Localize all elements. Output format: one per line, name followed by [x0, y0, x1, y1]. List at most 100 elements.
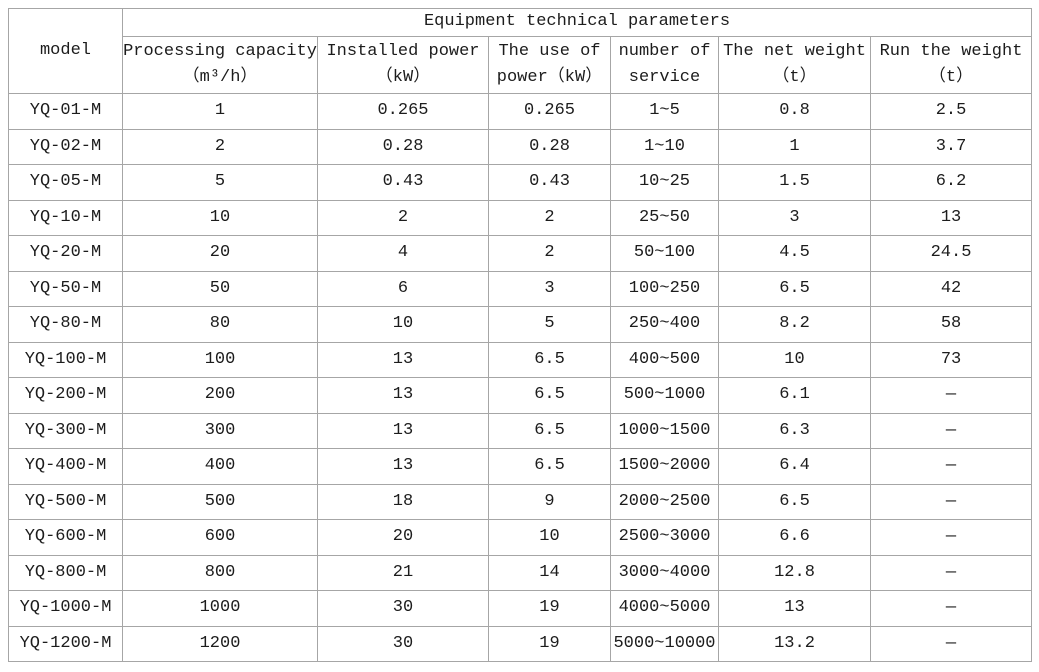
value-cell: 1~5 [610, 93, 719, 130]
value-cell: 0.43 [317, 164, 489, 201]
value-cell: 400~500 [610, 341, 719, 378]
value-cell: — [869, 625, 1033, 662]
value-cell: 58 [869, 306, 1033, 343]
table-body: YQ-01-M 1 0.265 0.265 1~5 0.8 2.5 YQ-02-M 2 0.28 0… [8, 93, 1033, 662]
value-cell: 6 [317, 270, 489, 307]
value-cell: 8.2 [718, 306, 871, 343]
table-row: YQ-20-M 20 4 2 50~100 4.5 24.5 [8, 235, 1033, 272]
value-cell: 50~100 [610, 235, 719, 272]
value-cell: 600 [122, 519, 318, 556]
value-cell: 1000 [122, 590, 318, 627]
model-cell: YQ-02-M [8, 128, 123, 165]
value-cell: 9 [488, 483, 611, 520]
value-cell: 1500~2000 [610, 448, 719, 485]
value-cell: 2.5 [869, 93, 1033, 130]
value-cell: 21 [317, 554, 489, 591]
table-row: YQ-50-M 50 6 3 100~250 6.5 42 [8, 270, 1033, 307]
value-cell: 3000~4000 [610, 554, 719, 591]
model-cell: YQ-800-M [8, 554, 123, 591]
value-cell: 6.5 [718, 270, 871, 307]
value-cell: 10 [122, 199, 318, 236]
column-header: Processing capacity （m³/h） [122, 36, 318, 94]
value-cell: 200 [122, 377, 318, 414]
model-cell: YQ-600-M [8, 519, 123, 556]
value-cell: 6.5 [488, 377, 611, 414]
value-cell: — [869, 519, 1033, 556]
value-cell: 2 [488, 199, 611, 236]
value-cell: 6.4 [718, 448, 871, 485]
table-row: YQ-100-M 100 13 6.5 400~500 10 73 [8, 341, 1033, 378]
value-cell: 42 [869, 270, 1033, 307]
value-cell: 1.5 [718, 164, 871, 201]
value-cell: 6.1 [718, 377, 871, 414]
value-cell: 1000~1500 [610, 412, 719, 449]
value-cell: 250~400 [610, 306, 719, 343]
table-row: YQ-02-M 2 0.28 0.28 1~10 1 3.7 [8, 128, 1033, 165]
value-cell: — [869, 377, 1033, 414]
value-cell: 5 [122, 164, 318, 201]
value-cell: 13 [317, 377, 489, 414]
value-cell: — [869, 483, 1033, 520]
value-cell: 18 [317, 483, 489, 520]
value-cell: 4.5 [718, 235, 871, 272]
value-cell: 6.2 [869, 164, 1033, 201]
model-cell: YQ-500-M [8, 483, 123, 520]
value-cell: 6.5 [718, 483, 871, 520]
table-row: YQ-800-M 800 21 14 3000~4000 12.8— [8, 554, 1033, 591]
equipment-parameters-table: model Equipment technical parameters Pro… [8, 8, 1033, 662]
value-cell: 10 [488, 519, 611, 556]
table-row: YQ-200-M 200 13 6.5 500~1000 6.1— [8, 377, 1033, 414]
value-cell: 19 [488, 590, 611, 627]
value-cell: 13 [317, 412, 489, 449]
value-cell: 1~10 [610, 128, 719, 165]
table-row: YQ-1200-M 1200 30 19 5000~10000 13.2— [8, 625, 1033, 662]
value-cell: — [869, 448, 1033, 485]
value-cell: 3.7 [869, 128, 1033, 165]
table-title: Equipment technical parameters [121, 8, 1033, 37]
column-header: Run the weight （t） [869, 36, 1033, 94]
value-cell: 20 [317, 519, 489, 556]
value-cell: 6.5 [488, 412, 611, 449]
value-cell: 100 [122, 341, 318, 378]
value-cell: 100~250 [610, 270, 719, 307]
value-cell: 4000~5000 [610, 590, 719, 627]
value-cell: 2500~3000 [610, 519, 719, 556]
value-cell: 5000~10000 [610, 625, 719, 662]
value-cell: 30 [317, 625, 489, 662]
model-cell: YQ-20-M [8, 235, 123, 272]
value-cell: 73 [869, 341, 1033, 378]
value-cell: 6.5 [488, 448, 611, 485]
value-cell: 300 [122, 412, 318, 449]
model-cell: YQ-1000-M [8, 590, 123, 627]
value-cell: 2 [122, 128, 318, 165]
column-header: Installed power （kW） [317, 36, 489, 94]
value-cell: 500 [122, 483, 318, 520]
value-cell: 0.28 [317, 128, 489, 165]
value-cell: 6.6 [718, 519, 871, 556]
value-cell: 50 [122, 270, 318, 307]
value-cell: 3 [718, 199, 871, 236]
value-cell: 3 [488, 270, 611, 307]
value-cell: 1 [122, 93, 318, 130]
model-cell: YQ-1200-M [8, 625, 123, 662]
value-cell: 400 [122, 448, 318, 485]
table-row: YQ-80-M 80 10 5 250~400 8.2 58 [8, 306, 1033, 343]
value-cell: 500~1000 [610, 377, 719, 414]
table-row: YQ-600-M 600 20 10 2500~3000 6.6— [8, 519, 1033, 556]
model-cell: YQ-400-M [8, 448, 123, 485]
model-cell: YQ-100-M [8, 341, 123, 378]
table-row: YQ-01-M 1 0.265 0.265 1~5 0.8 2.5 [8, 93, 1033, 130]
column-header: The use of power（kW） [488, 36, 611, 94]
value-cell: 19 [488, 625, 611, 662]
table-row: YQ-500-M 500 18 9 2000~2500 6.5— [8, 483, 1033, 520]
value-cell: 12.8 [718, 554, 871, 591]
value-cell: 20 [122, 235, 318, 272]
column-header: number of service [610, 36, 719, 94]
table-row: YQ-300-M 300 13 6.5 1000~1500 6.3— [8, 412, 1033, 449]
value-cell: 2000~2500 [610, 483, 719, 520]
table-row: YQ-1000-M 1000 30 19 4000~5000 13— [8, 590, 1033, 627]
model-cell: YQ-300-M [8, 412, 123, 449]
value-cell: 2 [488, 235, 611, 272]
value-cell: 2 [317, 199, 489, 236]
